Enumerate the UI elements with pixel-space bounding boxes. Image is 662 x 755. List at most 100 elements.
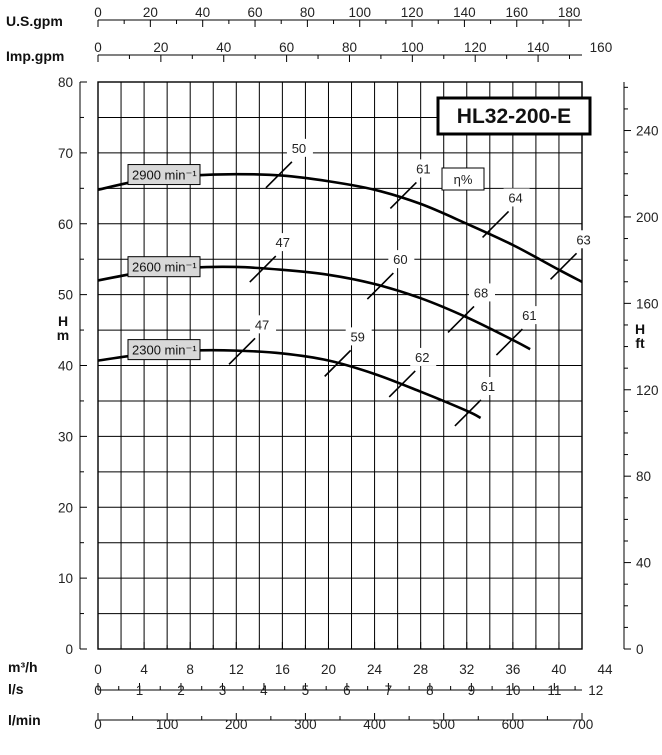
top-axis-tick-label: 60	[248, 5, 263, 20]
efficiency-label-bg	[410, 347, 437, 366]
bottom-axis-tick-label: 28	[413, 662, 428, 677]
efficiency-label-bg	[475, 376, 502, 395]
bottom-axis-tick-label: 10	[505, 683, 520, 698]
bottom-axis-tick-label: 5	[302, 683, 310, 698]
efficiency-mark	[389, 181, 417, 209]
right-axis-tick-label: 240	[636, 124, 659, 139]
efficiency-mark	[482, 210, 510, 239]
efficiency-mark	[249, 255, 277, 283]
top-axis-tick-label: 60	[279, 40, 294, 55]
top-axis-tick-label: 20	[153, 40, 168, 55]
right-axis-title: H	[635, 321, 645, 337]
title-box: HL32-200-E	[436, 96, 592, 136]
bottom-axis-tick-label: 1	[136, 683, 144, 698]
efficiency-label: 62	[415, 350, 429, 365]
eta-legend-box	[441, 167, 485, 191]
right-axis-tick-label: 120	[636, 383, 659, 398]
right-axis-tick-label: 160	[636, 296, 659, 311]
bottom-axis-tick-label: 32	[459, 662, 474, 677]
efficiency-label-bg	[411, 159, 438, 178]
bottom-axis-tick-label: 600	[502, 717, 525, 732]
left-axis-tick-label: 30	[58, 429, 73, 444]
plot-frame	[97, 81, 583, 650]
top-axis-tick-label: 100	[401, 40, 424, 55]
speed-label: 2900 min⁻¹	[132, 168, 197, 183]
bottom-axis-tick-label: 12	[229, 662, 244, 677]
efficiency-label: 59	[350, 329, 364, 344]
bottom-axis-tick-label: 20	[321, 662, 336, 677]
top-axis-tick-label: 40	[195, 5, 210, 20]
curves-group: 2900 min⁻¹ 50 61 64 63 2600 min⁻¹ 47 60 68 61 2300…	[97, 138, 598, 427]
bottom-axis-tick-label: 0	[94, 717, 102, 732]
efficiency-label: 47	[255, 317, 269, 332]
bottom-axis-tick-label: 7	[385, 683, 393, 698]
efficiency-mark	[454, 399, 482, 427]
title-frame	[436, 96, 592, 136]
eta-legend: η%	[441, 167, 485, 191]
eta-legend-label: η%	[454, 172, 473, 187]
right-axis-tick-label: 40	[636, 556, 651, 571]
efficiency-label: 61	[416, 161, 430, 176]
efficiency-label: 50	[292, 141, 306, 156]
speed-label-box	[127, 256, 201, 278]
bottom-axis-tick-label: 11	[547, 683, 561, 698]
head-curve	[97, 265, 531, 351]
left-axis-tick-label: 20	[58, 500, 73, 515]
bottom-axis-tick-label: 300	[294, 717, 317, 732]
left-axis-tick-label: 70	[58, 146, 73, 161]
bottom-axis-tick-label: 400	[363, 717, 386, 732]
right-axis-tick-label: 80	[636, 469, 651, 484]
bottom-axis-unit: l/s	[8, 681, 24, 697]
bottom-axis-tick-label: 0	[94, 662, 102, 677]
left-axis-tick-label: 50	[58, 288, 73, 303]
chart-title: HL32-200-E	[457, 105, 571, 128]
bottom-axis-tick-label: 16	[275, 662, 290, 677]
top-axis-unit: U.S.gpm	[6, 13, 63, 29]
efficiency-mark	[549, 252, 578, 280]
efficiency-label-bg	[469, 283, 495, 302]
efficiency-label-bg	[571, 230, 598, 249]
efficiency-label: 68	[474, 285, 488, 300]
bottom-axis-tick-label: 4	[140, 662, 148, 677]
efficiency-mark	[447, 305, 475, 333]
efficiency-label-bg	[388, 250, 415, 269]
speed-label: 2300 min⁻¹	[132, 343, 197, 358]
efficiency-label: 47	[276, 235, 290, 250]
bottom-axis-tick-label: 24	[367, 662, 383, 677]
right-axis-tick-label: 0	[636, 642, 644, 657]
left-axis-title: H	[58, 313, 68, 329]
bottom-axis-unit: l/min	[8, 712, 41, 728]
right-axis-unit: ft	[635, 335, 645, 351]
top-axis-tick-label: 80	[342, 40, 357, 55]
top-axis-tick-label: 0	[94, 5, 102, 20]
left-axis-tick-label: 10	[58, 571, 73, 586]
speed-label-box	[127, 339, 201, 361]
bottom-axis-tick-label: 8	[426, 683, 434, 698]
right-axis-tick-label: 200	[636, 210, 659, 225]
bottom-axis-tick-label: 12	[588, 683, 603, 698]
bottom-axis-tick-label: 2	[177, 683, 185, 698]
left-axis-tick-label: 40	[58, 359, 73, 374]
top-axis-tick-label: 140	[453, 5, 476, 20]
efficiency-label-bg	[503, 188, 530, 207]
efficiency-label: 64	[508, 190, 522, 205]
efficiency-mark	[324, 349, 352, 377]
efficiency-label: 61	[522, 308, 536, 323]
top-axis-tick-label: 0	[94, 40, 102, 55]
efficiency-label: 61	[481, 379, 495, 394]
top-axis-tick-label: 160	[505, 5, 528, 20]
left-axis-unit: m	[57, 327, 69, 343]
top-axis-tick-label: 80	[300, 5, 315, 20]
bottom-axis-tick-label: 44	[598, 662, 614, 677]
bottom-axis-unit: m³/h	[8, 659, 38, 675]
bottom-axis-tick-label: 9	[468, 683, 476, 698]
bottom-axis-tick-label: 0	[94, 683, 102, 698]
bottom-axis-tick-label: 4	[260, 683, 268, 698]
efficiency-label: 63	[576, 232, 590, 247]
bottom-axis-tick-label: 700	[571, 717, 594, 732]
efficiency-label-bg	[286, 138, 313, 157]
efficiency-label-bg	[345, 327, 372, 346]
efficiency-label-bg	[270, 233, 297, 252]
